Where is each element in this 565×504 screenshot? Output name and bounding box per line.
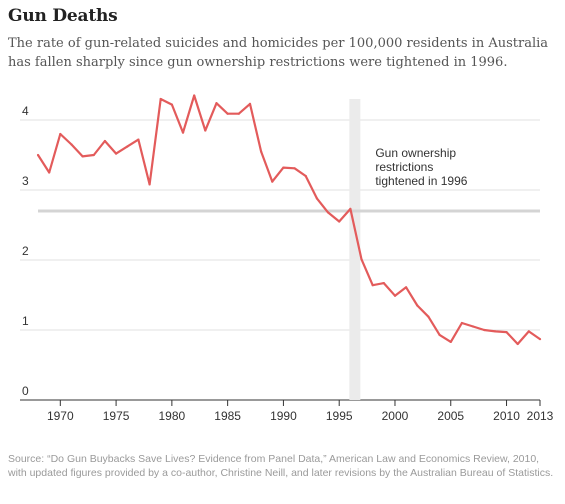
- data-point: [427, 315, 430, 318]
- data-point: [416, 304, 419, 307]
- x-tick-label: 1990: [270, 409, 297, 423]
- x-tick-label: 2000: [382, 409, 409, 423]
- data-point: [148, 183, 151, 186]
- data-point: [527, 330, 530, 333]
- data-point: [460, 321, 464, 325]
- data-point: [193, 94, 196, 97]
- data-point: [36, 153, 40, 157]
- source-note: Source: “Do Gun Buybacks Save Lives? Evi…: [8, 453, 554, 479]
- series-line-gun-death-rate: [37, 94, 541, 346]
- data-point: [304, 174, 307, 178]
- data-point: [271, 180, 274, 183]
- x-tick-label: 2005: [437, 409, 464, 423]
- data-point: [326, 211, 330, 214]
- y-tick-label: 4: [22, 104, 29, 118]
- data-point: [226, 112, 229, 115]
- data-point: [382, 282, 385, 285]
- data-point: [393, 294, 397, 297]
- y-tick-label: 2: [22, 244, 29, 258]
- data-point: [81, 155, 84, 158]
- data-point: [315, 197, 318, 200]
- data-point: [471, 325, 475, 328]
- data-point: [215, 102, 218, 105]
- x-tick-label: 1995: [326, 409, 353, 423]
- data-point: [371, 284, 374, 287]
- data-point: [260, 150, 263, 153]
- x-tick-label: 2013: [527, 409, 554, 423]
- data-point: [181, 131, 185, 134]
- data-point: [159, 97, 162, 101]
- data-point: [405, 286, 408, 289]
- data-point: [505, 331, 508, 334]
- y-tick-label: 3: [22, 174, 29, 188]
- x-tick-label: 1970: [47, 409, 74, 423]
- annotation-text-line: tightened in 1996: [375, 174, 467, 188]
- data-point: [126, 145, 129, 148]
- data-point: [59, 132, 62, 136]
- data-point: [516, 342, 519, 346]
- data-point: [170, 103, 173, 106]
- data-point: [282, 166, 285, 169]
- data-point: [114, 152, 118, 155]
- x-tick-label: 1980: [159, 409, 186, 423]
- data-point: [248, 102, 252, 105]
- data-point: [237, 112, 240, 115]
- data-point: [338, 220, 341, 223]
- x-tick-label: 1975: [103, 409, 130, 423]
- data-point: [483, 328, 486, 332]
- data-point: [48, 171, 51, 174]
- data-point: [92, 153, 95, 157]
- data-point: [538, 338, 542, 341]
- data-point: [349, 207, 352, 210]
- y-tick-label: 1: [22, 314, 29, 328]
- data-point: [137, 138, 140, 141]
- policy-year-band: [349, 99, 361, 400]
- data-point: [204, 129, 207, 132]
- y-tick-label: 0: [22, 384, 29, 398]
- data-point: [70, 143, 73, 146]
- x-tick-label: 2010: [493, 409, 520, 423]
- data-point: [438, 333, 441, 336]
- data-point: [360, 258, 363, 261]
- data-point: [293, 167, 296, 170]
- data-point: [494, 330, 497, 333]
- data-point: [449, 340, 452, 343]
- chart-title: Gun Deaths: [8, 6, 118, 26]
- x-tick-label: 1985: [214, 409, 241, 423]
- data-point: [103, 139, 107, 143]
- chart-subtitle: The rate of gun-related suicides and hom…: [8, 36, 549, 70]
- annotation-text-line: restrictions: [375, 160, 433, 174]
- annotation-text-line: Gun ownership: [375, 146, 456, 160]
